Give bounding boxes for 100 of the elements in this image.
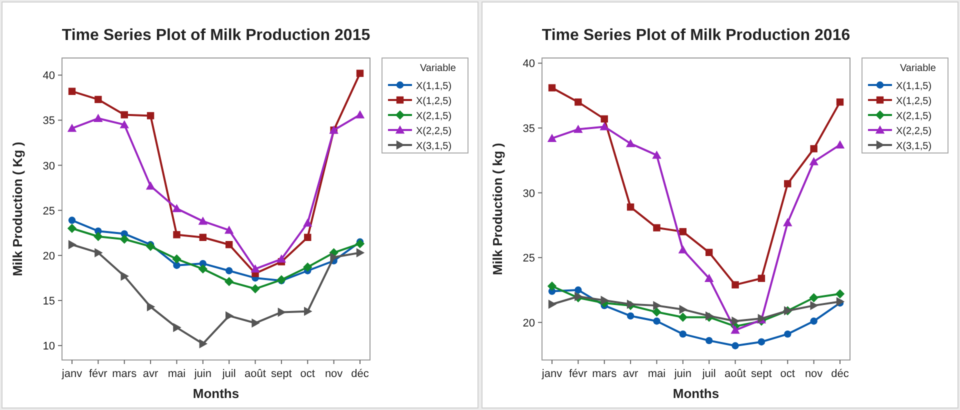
point: [835, 289, 845, 298]
x-tick-label: déc: [831, 368, 850, 380]
x-tick-label: juil: [221, 368, 236, 380]
x-tick-label: mars: [592, 368, 618, 380]
point: [626, 312, 634, 320]
point: [809, 157, 818, 166]
point: [120, 111, 128, 118]
point: [173, 231, 180, 238]
point: [783, 218, 792, 226]
point: [600, 122, 609, 130]
x-tick-label: juil: [701, 368, 716, 380]
x-tick-label: déc: [351, 368, 370, 380]
point: [678, 245, 688, 254]
point: [732, 316, 740, 326]
point: [146, 112, 154, 120]
x-tick-label: avr: [142, 368, 159, 380]
point: [705, 248, 713, 256]
legend-label: X(2,2,5): [896, 126, 932, 137]
point: [356, 70, 364, 77]
point: [810, 145, 818, 152]
y-tick-label: 40: [42, 70, 55, 82]
y-tick-label: 25: [42, 205, 55, 218]
point: [304, 234, 312, 241]
y-tick-label: 10: [42, 340, 55, 353]
point: [600, 115, 608, 123]
point: [330, 252, 338, 262]
point: [199, 339, 208, 348]
point: [653, 318, 660, 325]
legend-label: X(1,2,5): [416, 96, 452, 107]
point: [67, 224, 77, 233]
point: [600, 296, 609, 305]
point: [652, 307, 662, 317]
point: [68, 216, 76, 224]
point: [68, 88, 76, 95]
y-tick-label: 20: [522, 317, 535, 330]
legend-label: X(1,1,5): [896, 81, 932, 92]
chart-title: Time Series Plot of Milk Production 2016: [542, 27, 850, 44]
point: [574, 124, 583, 133]
point: [732, 342, 739, 350]
legend-label: X(3,1,5): [896, 141, 932, 152]
point: [356, 248, 365, 258]
point: [626, 203, 634, 211]
point: [732, 281, 739, 288]
point: [120, 234, 129, 244]
x-tick-label: nov: [324, 368, 344, 380]
y-tick-label: 15: [42, 296, 55, 308]
chart-title: Time Series Plot of Milk Production 2015: [62, 27, 370, 44]
point: [173, 322, 182, 332]
point: [198, 216, 208, 225]
legend-title: Variable: [900, 63, 936, 74]
point: [198, 264, 208, 274]
y-tick-label: 35: [522, 122, 535, 135]
point: [224, 276, 234, 286]
legend-label: X(2,1,5): [416, 111, 452, 122]
y-axis-title: Milk Production ( kg ): [490, 142, 505, 276]
y-tick-label: 25: [522, 252, 535, 265]
point: [250, 264, 260, 273]
point: [94, 248, 103, 258]
point: [225, 311, 234, 320]
x-tick-label: août: [244, 368, 266, 380]
point: [94, 232, 103, 242]
y-tick-label: 20: [42, 250, 55, 262]
point: [547, 282, 557, 291]
x-tick-label: oct: [780, 368, 795, 380]
point: [68, 240, 77, 250]
x-tick-label: mai: [168, 368, 186, 380]
point: [146, 242, 156, 252]
point: [574, 98, 582, 106]
point: [252, 318, 260, 328]
legend-label: X(1,1,5): [416, 81, 452, 92]
point: [810, 300, 818, 310]
point: [225, 241, 233, 248]
y-axis-title: Milk Production ( Kg ): [10, 142, 25, 276]
point: [146, 181, 156, 190]
point: [304, 306, 312, 316]
x-tick-label: oct: [300, 368, 315, 380]
x-tick-label: janv: [60, 368, 83, 380]
point: [225, 267, 233, 274]
point: [574, 286, 582, 294]
point: [784, 330, 792, 338]
point: [653, 300, 662, 310]
x-tick-label: avr: [622, 368, 639, 380]
point: [146, 302, 156, 312]
point: [173, 262, 180, 269]
point: [730, 326, 740, 334]
y-tick-label: 30: [522, 188, 535, 200]
legend-label: X(2,1,5): [896, 111, 932, 122]
legend-label: X(2,2,5): [416, 126, 452, 137]
point: [679, 330, 687, 338]
point: [705, 336, 713, 344]
point: [547, 134, 557, 142]
legend-label: X(3,1,5): [416, 141, 452, 152]
point: [199, 234, 207, 241]
x-tick-label: sept: [751, 368, 772, 380]
x-tick-label: mars: [112, 368, 138, 380]
x-tick-label: août: [724, 368, 746, 380]
point: [172, 204, 182, 212]
x-axis-title: Months: [672, 386, 720, 401]
point: [679, 228, 687, 236]
point: [836, 98, 844, 106]
